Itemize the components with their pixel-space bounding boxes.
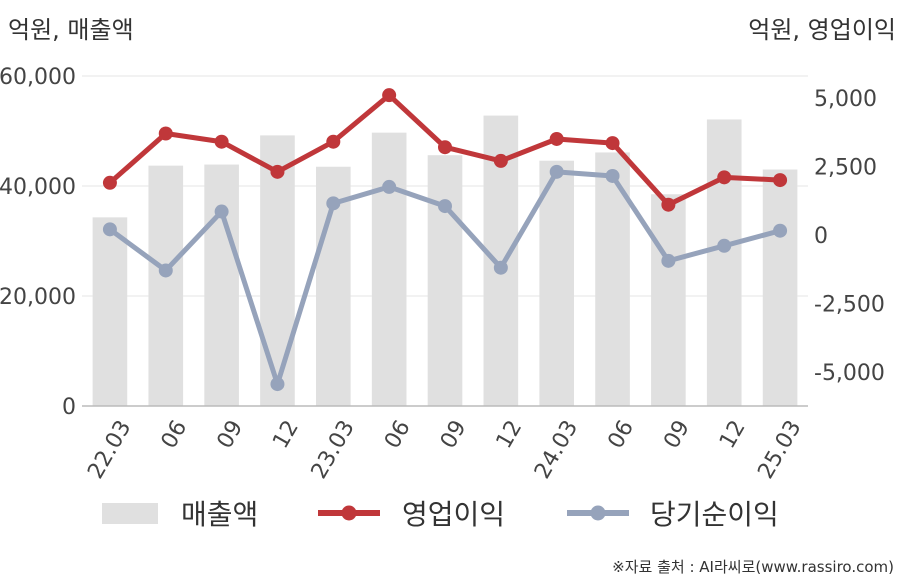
left-tick-label: 60,000 [0, 65, 76, 90]
bar-series [92, 115, 798, 406]
net-income-point [382, 179, 397, 194]
revenue-bar [148, 165, 184, 406]
operating-profit-point [661, 197, 676, 212]
x-tick-label: 09 [659, 416, 695, 453]
revenue-bar [762, 169, 798, 406]
operating-profit-point [382, 88, 397, 103]
right-axis-unit: 억원, 영업이익 [748, 16, 896, 44]
x-tick-label: 12 [492, 416, 528, 453]
net-income-point [214, 204, 229, 219]
operating-profit-point [326, 134, 341, 149]
revenue-bar [204, 164, 239, 406]
x-tick-label: 12 [715, 416, 751, 453]
operating-profit-point [605, 136, 620, 151]
legend-swatch-net-income-marker [590, 505, 606, 521]
right-tick-labels: 5,000 2,500 0 -2,500 -5,000 [814, 87, 885, 386]
x-tick-label: 22.03 [83, 416, 136, 483]
left-tick-label: 40,000 [0, 175, 76, 200]
right-tick-label: 0 [814, 224, 828, 249]
net-income-point [158, 263, 173, 278]
operating-profit-point [493, 153, 508, 168]
revenue-bar [371, 132, 407, 406]
net-income-point [270, 377, 285, 392]
right-tick-label: 2,500 [814, 155, 877, 180]
net-income-point [773, 223, 788, 238]
left-axis-unit: 억원, 매출액 [8, 16, 134, 44]
x-tick-label: 06 [603, 416, 639, 453]
revenue-bar [706, 119, 742, 406]
x-tick-label: 09 [436, 416, 472, 453]
left-tick-label: 0 [62, 395, 76, 420]
net-income-point [661, 253, 676, 268]
source-note: ※자료 출처 : AI라씨로(www.rassiro.com) [612, 558, 894, 576]
legend-swatch-revenue [102, 503, 158, 524]
revenue-bar [92, 217, 128, 406]
right-tick-label: -5,000 [814, 361, 885, 386]
net-income-point [493, 260, 508, 275]
revenue-bar [427, 155, 463, 406]
x-tick-label: 25.03 [753, 416, 806, 483]
operating-profit-point [438, 140, 452, 155]
operating-profit-point [158, 126, 173, 141]
x-tick-labels: 22.03 06 09 12 23.03 06 09 12 24.03 06 09 12 25.03 [83, 416, 806, 483]
operating-profit-point [214, 134, 229, 149]
operating-profit-point [102, 175, 117, 190]
net-income-point [438, 199, 452, 214]
legend-label-operating-profit: 영업이익 [402, 498, 505, 531]
legend-swatch-operating-profit-marker [341, 505, 357, 521]
operating-profit-point [549, 131, 564, 146]
left-tick-labels: 60,000 40,000 20,000 0 [0, 65, 76, 420]
operating-profit-point [270, 164, 285, 179]
x-tick-label: 23.03 [307, 416, 360, 483]
x-tick-label: 06 [157, 416, 193, 453]
revenue-bar [260, 135, 295, 406]
net-income-point [717, 238, 732, 253]
x-tick-label: 24.03 [530, 416, 583, 483]
line-series [102, 88, 788, 392]
x-tick-label: 09 [212, 416, 248, 453]
legend-label-revenue: 매출액 [181, 498, 258, 531]
operating-profit-point [773, 173, 788, 188]
legend: 매출액 영업이익 당기순이익 [102, 498, 779, 531]
left-tick-label: 20,000 [0, 285, 76, 310]
legend-label-net-income: 당기순이익 [650, 498, 779, 531]
net-income-point [605, 168, 620, 183]
right-tick-label: 5,000 [814, 87, 877, 112]
net-income-point [102, 222, 117, 237]
x-tick-label: 12 [268, 416, 304, 453]
net-income-point [549, 164, 564, 179]
net-income-point [326, 196, 341, 211]
right-tick-label: -2,500 [814, 292, 885, 317]
operating-profit-point [717, 170, 732, 185]
x-tick-label: 06 [380, 416, 416, 453]
revenue-bar [539, 160, 575, 406]
revenue-bar [651, 194, 686, 406]
